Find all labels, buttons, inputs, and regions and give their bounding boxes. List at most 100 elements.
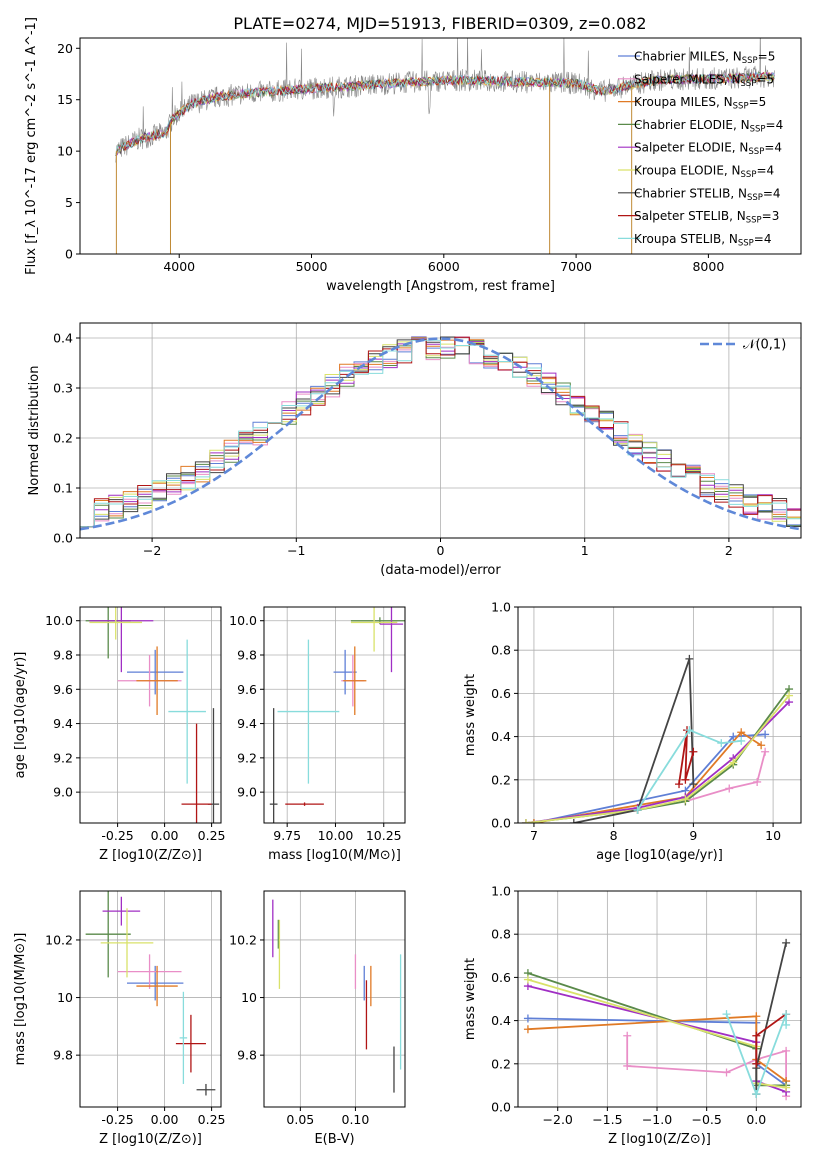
series-marker — [623, 1031, 632, 1040]
y-tick-label: 0.2 — [53, 431, 73, 446]
axes-age-vs-mass: 9.75 10.00 10.25 9.0 9.2 9.4 9.6 9.8 10.0 mass [l… — [229, 606, 406, 863]
y-tick-label: 9.2 — [237, 750, 257, 765]
errorbar-chabrier-stelib — [269, 708, 278, 823]
series-marker — [521, 819, 530, 823]
errorbar-chabrier-elodie — [350, 617, 405, 625]
series-marker — [782, 1083, 791, 1092]
legend-subscript: SSP — [747, 193, 763, 203]
y-tick-label: 0 — [65, 247, 73, 262]
gridlines — [518, 606, 801, 824]
x-tick-label: −0.5 — [691, 1112, 721, 1127]
x-tick-label: 0.00 — [151, 828, 179, 843]
series-marker — [725, 784, 734, 793]
model-line-kroupa-elodie — [115, 70, 775, 156]
errorbar-kroupa-miles — [343, 646, 367, 715]
errorbar-kroupa-stelib — [179, 991, 188, 1084]
gridlines — [80, 607, 221, 823]
axes-weight-vs-z: −2.0 −1.5 −1.0 −0.5 0.0 0.0 0.2 0.4 0.6 0.8 1.0 Z [… — [463, 884, 802, 1147]
series-marker — [737, 736, 746, 745]
x-axis-label: mass [log10(M/M⊙)] — [268, 848, 401, 863]
y-tick-label: 10.0 — [45, 613, 73, 628]
gridlines — [264, 607, 405, 823]
x-tick-label: 2 — [725, 543, 733, 558]
series-kroupa-stelib — [722, 1010, 791, 1099]
series-chabrier-miles — [529, 730, 770, 823]
x-tick-label: 0.25 — [198, 1112, 226, 1127]
legend-subscript: SSP — [741, 170, 757, 180]
x-axis-label: wavelength [Angstrom, rest frame] — [326, 279, 555, 294]
x-tick-label: 5000 — [296, 259, 328, 274]
x-tick-label: 0.00 — [151, 1112, 179, 1127]
axes-spectrum: 4000 5000 6000 7000 8000 0 5 10 15 20 wavelength [… — [24, 17, 802, 294]
x-tick-label: 0.0 — [746, 1112, 766, 1127]
figure-title: PLATE=0274, MJD=51913, FIBERID=0309, z=0… — [233, 14, 646, 33]
axes-residuals: −2 −1 0 1 2 0.0 0.1 0.2 0.3 0.4 (data-model)/error… — [27, 322, 802, 578]
errorbar-salpeter-stelib — [285, 802, 324, 806]
errorbar-salpeter-stelib — [181, 723, 212, 823]
legend-subscript: SSP — [750, 124, 766, 134]
plot-area — [85, 607, 220, 823]
legend-value: =4 — [764, 141, 782, 155]
errorbar-kroupa-stelib — [277, 639, 340, 784]
errorbar-kroupa-stelib — [168, 639, 206, 784]
y-tick-label: 9.8 — [237, 648, 257, 663]
axes-mass-vs-ebv: 0.05 0.10 9.8 10 10.2 E(B-V) — [229, 890, 406, 1147]
y-tick-label: 0.4 — [53, 331, 73, 346]
errorbar-kroupa-miles — [136, 646, 178, 715]
series-marker — [761, 747, 770, 756]
y-tick-label: 0.8 — [491, 643, 511, 658]
series-marker — [757, 741, 766, 750]
errorbar-salpeter-miles — [117, 954, 182, 989]
y-tick-label: 0.2 — [491, 772, 511, 787]
plot-area — [80, 336, 801, 531]
y-tick-label: 20 — [57, 41, 73, 56]
errorbar-salpeter-elodie — [379, 607, 404, 673]
y-tick-label: 1.0 — [491, 884, 511, 899]
series-marker — [761, 730, 770, 739]
model-line-kroupa-stelib — [115, 71, 775, 156]
series-line — [685, 751, 766, 803]
legend-value: =4 — [754, 232, 772, 246]
series-marker — [685, 654, 694, 663]
legend-label-kroupa-miles: Kroupa MILES, NSSP=5 — [634, 95, 766, 112]
plot-area — [269, 607, 405, 823]
series-marker — [785, 691, 794, 700]
legend-label-normal: 𝒩(0,1) — [743, 338, 786, 353]
x-axis-label: Z [log10(Z/Z⊙)] — [99, 1132, 202, 1147]
y-tick-label: 0.3 — [53, 381, 73, 396]
series-marker — [753, 777, 762, 786]
axes-frame — [263, 890, 406, 1108]
x-tick-label: 8000 — [692, 259, 724, 274]
y-tick-label: 0.4 — [491, 1013, 511, 1028]
legend-subscript: SSP — [742, 56, 758, 66]
x-axis-label: E(B-V) — [314, 1132, 354, 1147]
x-tick-label: 6000 — [428, 259, 460, 274]
x-tick-label: 1 — [581, 543, 589, 558]
y-tick-label: 0.2 — [491, 1056, 511, 1071]
y-tick-label: 10 — [57, 990, 73, 1005]
errorbar-kroupa-elodie — [89, 607, 143, 640]
y-tick-label: 0.1 — [53, 481, 73, 496]
y-tick-label: 10 — [241, 990, 257, 1005]
errorbar-salpeter-stelib — [175, 1014, 206, 1073]
legend-label-chabrier-stelib: Chabrier STELIB, NSSP=4 — [634, 186, 781, 203]
x-tick-label: −2.0 — [543, 1112, 573, 1127]
y-tick-label: 0.0 — [53, 531, 73, 546]
y-tick-label: 0.4 — [491, 729, 511, 744]
legend-value: =4 — [763, 186, 781, 200]
series-line — [573, 658, 695, 823]
x-tick-label: 7 — [530, 828, 538, 843]
legend-value: =5 — [749, 95, 767, 109]
axes-frame — [79, 890, 222, 1108]
legend-label-salpeter-miles: Salpeter MILES, NSSP=5 — [634, 72, 774, 89]
series-marker — [523, 1025, 532, 1034]
y-tick-label: 10.2 — [229, 932, 257, 947]
series-line — [725, 1013, 787, 1097]
x-tick-label: 0.25 — [198, 828, 226, 843]
series-marker — [681, 775, 690, 784]
series-marker — [782, 1010, 791, 1019]
axes-frame — [79, 37, 802, 255]
x-tick-label: 10 — [765, 828, 781, 843]
